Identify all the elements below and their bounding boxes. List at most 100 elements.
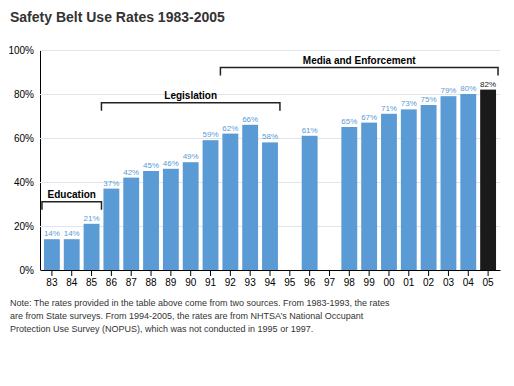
- data-label: 37%: [103, 179, 119, 188]
- tick-mark: [408, 270, 409, 276]
- x-tick-label: 90: [185, 277, 197, 288]
- data-label: 66%: [242, 115, 258, 124]
- data-label: 58%: [262, 132, 278, 141]
- chart: Safety Belt Use Rates 1983-20050%20%40%6…: [0, 0, 514, 386]
- bar: [421, 105, 437, 270]
- bar: [460, 94, 476, 270]
- bar: [84, 224, 100, 270]
- data-label: 65%: [341, 117, 357, 126]
- data-label: 67%: [361, 113, 377, 122]
- x-tick-label: 96: [304, 277, 316, 288]
- bar: [64, 239, 80, 270]
- x-tick-label: 93: [245, 277, 257, 288]
- plot: 0%20%40%60%80%100%8384858687888990919293…: [8, 45, 500, 288]
- x-tick-label: 99: [364, 277, 376, 288]
- y-tick-label: 40%: [14, 177, 34, 188]
- data-label: 21%: [84, 214, 100, 223]
- x-tick-label: 86: [106, 277, 118, 288]
- bracket: [220, 68, 498, 76]
- data-label: 49%: [183, 152, 199, 161]
- bar: [183, 162, 199, 270]
- x-tick-label: 94: [264, 277, 276, 288]
- tick-mark: [329, 270, 330, 276]
- data-labels: 14%14%21%37%42%45%46%49%59%62%66%58%61%6…: [44, 80, 496, 239]
- data-label: 59%: [203, 130, 219, 139]
- y-axis-line: [41, 51, 501, 271]
- tick-mark: [131, 270, 132, 276]
- x-tick: 01: [403, 270, 415, 288]
- tick-mark: [428, 270, 429, 276]
- bar: [242, 125, 258, 270]
- bars: [44, 90, 496, 270]
- tick-mark: [51, 270, 52, 276]
- x-tick: 87: [126, 270, 138, 288]
- note-line: Note: The rates provided in the table ab…: [10, 298, 390, 308]
- y-tick-label: 80%: [14, 89, 34, 100]
- tick-mark: [448, 270, 449, 276]
- data-label: 82%: [480, 80, 496, 89]
- x-tick-label: 89: [165, 277, 177, 288]
- x-tick: 91: [205, 270, 217, 288]
- x-tick-label: 02: [423, 277, 435, 288]
- tick-mark: [71, 270, 72, 276]
- note: Note: The rates provided in the table ab…: [10, 298, 390, 334]
- data-label: 14%: [64, 229, 80, 238]
- x-tick: 03: [443, 270, 455, 288]
- x-tick: 95: [284, 270, 296, 288]
- bracket: [42, 202, 102, 210]
- x-tick-label: 03: [443, 277, 455, 288]
- bar: [381, 114, 397, 270]
- x-tick: 04: [463, 270, 475, 288]
- x-tick-label: 83: [46, 277, 58, 288]
- tick-mark: [270, 270, 271, 276]
- y-tick: 100%: [8, 45, 500, 56]
- tick-mark: [190, 270, 191, 276]
- tick-mark: [91, 270, 92, 276]
- x-tick-label: 87: [126, 277, 138, 288]
- x-tick: 98: [344, 270, 356, 288]
- tick-mark: [250, 270, 251, 276]
- data-label: 71%: [381, 104, 397, 113]
- data-label: 75%: [421, 95, 437, 104]
- x-tick: 96: [304, 270, 316, 288]
- x-tick: 84: [66, 270, 78, 288]
- data-label: 14%: [44, 229, 60, 238]
- bar: [341, 127, 357, 270]
- bar: [123, 178, 139, 270]
- x-tick-label: 84: [66, 277, 78, 288]
- x-tick: 97: [324, 270, 336, 288]
- x-tick: 05: [483, 270, 495, 288]
- annotation: Media and Enforcement: [303, 55, 416, 66]
- tick-mark: [468, 270, 469, 276]
- bar: [143, 171, 159, 270]
- x-tick-label: 97: [324, 277, 336, 288]
- tick-mark: [170, 270, 171, 276]
- data-label: 62%: [222, 124, 238, 133]
- tick-mark: [309, 270, 310, 276]
- y-tick-label: 100%: [8, 45, 34, 56]
- x-tick-label: 88: [145, 277, 157, 288]
- x-tick: 02: [423, 270, 435, 288]
- x-tick-label: 00: [383, 277, 395, 288]
- tick-mark: [369, 270, 370, 276]
- data-label: 45%: [143, 161, 159, 170]
- x-axis: 8384858687888990919293949596979899000102…: [41, 270, 501, 288]
- y-axis: 0%20%40%60%80%100%: [8, 45, 500, 276]
- bar: [103, 189, 119, 270]
- tick-mark: [210, 270, 211, 276]
- bar: [361, 123, 377, 270]
- y-tick-label: 20%: [14, 221, 34, 232]
- grid-line: [40, 50, 500, 51]
- x-tick: 90: [185, 270, 197, 288]
- tick-mark: [488, 270, 489, 276]
- x-tick-label: 91: [205, 277, 217, 288]
- data-label: 61%: [302, 126, 318, 135]
- tick-mark: [289, 270, 290, 276]
- tick-mark: [151, 270, 152, 276]
- data-label: 73%: [401, 99, 417, 108]
- tick-mark: [230, 270, 231, 276]
- x-tick: 92: [225, 270, 237, 288]
- bar: [480, 90, 496, 270]
- x-tick: 93: [245, 270, 257, 288]
- x-tick: 99: [364, 270, 376, 288]
